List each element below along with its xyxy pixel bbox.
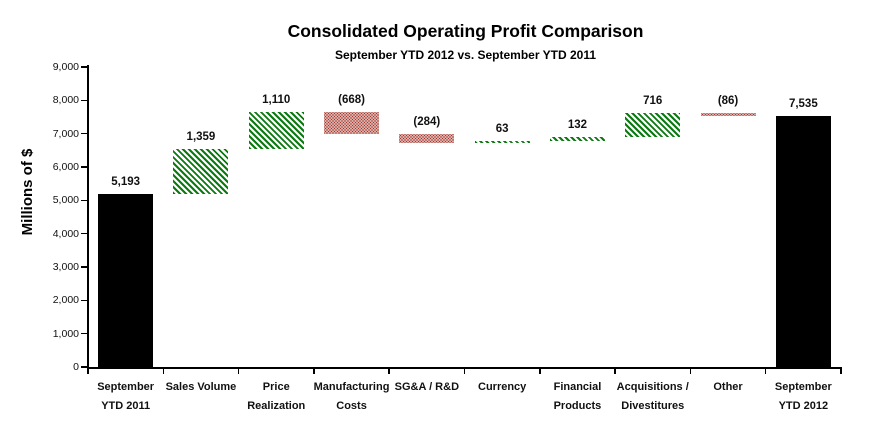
value-label-other: (86) [717,94,739,107]
y-tick-label: 8,000 [52,94,79,107]
value-label-sales-volume: 1,359 [186,130,216,143]
category-label-currency: Currency [478,381,527,393]
bar-manufacturing-costs [324,111,380,134]
bar-sales-volume [173,148,229,194]
category-label-manufacturing-costs: Manufacturing Costs [313,381,390,412]
x-tick-mark [463,367,466,374]
y-tick-label: 4,000 [52,227,79,240]
x-tick-mark [313,367,315,374]
y-tick-mark [81,299,87,302]
x-tick-mark [87,367,89,374]
value-label-acquisitions-divestitures: 716 [643,94,663,107]
value-label-manufacturing-costs: (668) [338,93,365,106]
x-tick-mark [614,367,616,374]
bar-price-realization [248,111,304,149]
y-tick-label: 1,000 [52,327,79,340]
y-tick-mark [81,132,87,135]
y-tick-mark [81,99,87,102]
x-tick-mark [539,367,541,374]
chart-subtitle: September YTD 2012 vs. September YTD 201… [334,48,597,62]
category-label-financial-products: Financial Products [553,381,602,412]
bar-acquisitions-divestitures [625,112,681,137]
x-tick-mark [764,367,767,374]
x-tick-mark [689,367,692,374]
bar-other [700,112,756,116]
value-label-september-ytd-2011: 5,193 [111,175,141,188]
y-tick-label: 7,000 [52,127,79,140]
category-label-sales-volume: Sales Volume [165,381,237,393]
value-label-price-realization: 1,110 [262,93,291,106]
y-tick-mark [81,366,87,368]
category-label-acquisitions-divestitures: Acquisitions / Divestitures [616,381,689,412]
value-label-sg-a-r-d: (284) [413,115,441,128]
y-tick-label: 5,000 [52,194,79,207]
category-label-price-realization: Price Realization [247,381,306,412]
x-tick-mark [162,367,165,374]
y-tick-mark [81,166,87,168]
y-tick-label: 2,000 [52,294,79,307]
y-axis-line [87,65,89,369]
y-tick-mark [81,232,87,235]
x-tick-mark [388,367,390,374]
bar-financial-products [549,136,605,142]
y-tick-label: 6,000 [52,161,79,173]
x-tick-mark [840,367,842,374]
chart-title: Consolidated Operating Profit Comparison [287,21,644,41]
bar-september-ytd-2012 [775,115,831,367]
bar-sg-a-r-d [399,133,455,144]
y-tick-mark [81,332,87,335]
bar-september-ytd-2011 [98,193,154,367]
category-label-september-ytd-2012: September YTD 2012 [774,381,832,412]
y-tick-label: 9,000 [52,61,79,73]
y-tick-label: 0 [73,361,79,373]
value-label-financial-products: 132 [567,118,588,131]
bar-currency [474,141,530,144]
x-tick-mark [237,367,240,374]
y-tick-mark [81,199,87,202]
y-tick-mark [81,266,87,268]
value-label-currency: 63 [495,123,509,136]
y-tick-label: 3,000 [52,261,79,273]
y-tick-mark [81,66,87,68]
category-label-other: Other [713,381,743,393]
value-label-september-ytd-2012: 7,535 [788,97,818,110]
category-label-sg-a-r-d: SG&A / R&D [394,381,460,393]
category-label-september-ytd-2011: September YTD 2011 [97,381,155,412]
